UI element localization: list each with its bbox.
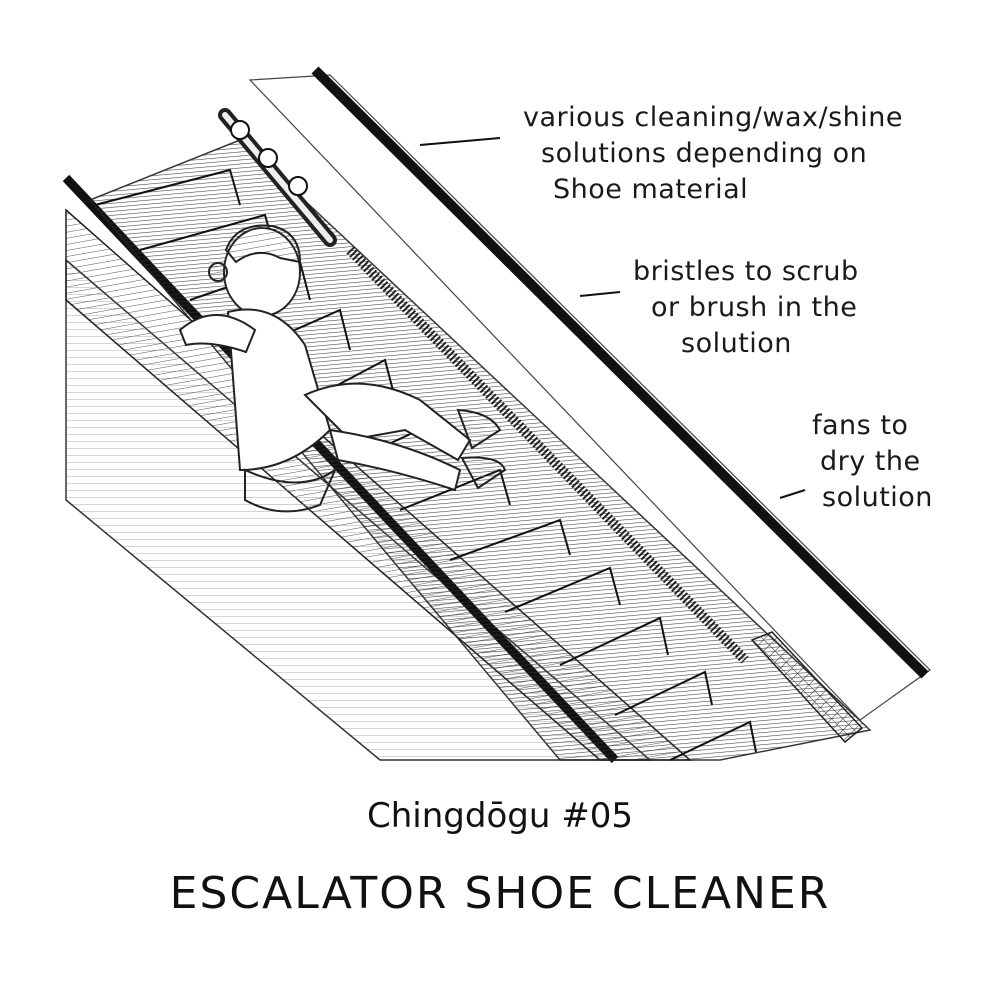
nozzle-1 [230,120,250,140]
escalator-illustration [62,66,931,764]
annotation-cleaning-solutions: various cleaning/wax/shine solutions dep… [523,100,903,208]
page-title: ESCALATOR SHOE CLEANER [169,868,831,919]
bristle-strip [346,246,749,664]
annotation-line: fans to [812,410,909,441]
nozzle-3 [288,176,308,196]
right-panel [248,74,931,721]
annotation-line: solution [822,482,933,513]
annotation-line: solutions depending on [541,138,868,169]
leader-line-bristles [579,291,621,297]
rider-figure [178,224,507,513]
annotation-line: solution [681,328,792,359]
annotation-fans: fans to dry the solution [812,408,933,516]
annotation-line: bristles to scrub [633,256,859,287]
annotation-line: Shoe material [553,174,749,205]
fan-grille [750,631,864,744]
annotation-line: dry the [820,446,921,477]
series-label: Chingdōgu #05 [367,796,633,836]
annotation-line: various cleaning/wax/shine [523,102,903,133]
annotation-line: or brush in the [651,292,858,323]
nozzle-2 [258,148,278,168]
right-handrail [311,66,929,679]
leader-line-solutions [419,137,501,146]
annotation-bristles: bristles to scrub or brush in the soluti… [633,254,859,362]
leader-line-fans [779,489,806,499]
